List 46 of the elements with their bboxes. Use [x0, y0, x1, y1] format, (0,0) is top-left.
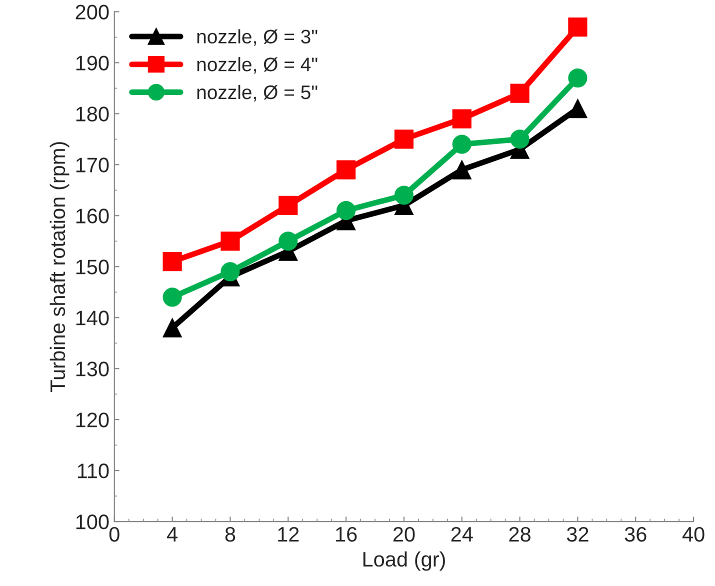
point	[568, 99, 588, 118]
x-tick-label: 8	[225, 526, 236, 542]
legend-label: nozzle, Ø = 5"	[197, 84, 318, 102]
point	[510, 130, 530, 149]
y-axis-title: Turbine shaft rotation (rpm)	[50, 142, 70, 392]
y-tick-label: 130	[76, 362, 109, 376]
point	[452, 160, 472, 180]
point	[278, 232, 298, 251]
point	[394, 186, 414, 205]
point	[568, 17, 588, 37]
point	[336, 201, 356, 220]
x-tick-label: 20	[393, 526, 415, 542]
y-tick-label: 180	[76, 106, 109, 122]
x-tick-label: 16	[336, 526, 357, 542]
y-tick-label: 110	[78, 464, 109, 478]
x-tick-label: 12	[278, 526, 299, 542]
y-tick-label: 170	[76, 158, 109, 172]
point	[452, 109, 472, 128]
point	[220, 262, 240, 282]
point	[452, 134, 472, 154]
x-tick-label: 4	[167, 527, 178, 542]
point	[162, 288, 182, 307]
y-tick-label: 160	[76, 208, 109, 224]
y-tick-label: 100	[76, 514, 109, 530]
x-tick-label: 36	[624, 526, 646, 542]
legend-label: nozzle, Ø = 3"	[197, 29, 318, 46]
point	[510, 84, 530, 103]
x-tick-label: 0	[109, 526, 120, 542]
x-tick-label: 40	[682, 526, 704, 542]
x-tick-label: 28	[509, 526, 530, 542]
y-tick-label: 120	[76, 412, 109, 428]
point	[336, 160, 356, 180]
y-tick-label: 140	[76, 310, 109, 326]
y-tick-label: 190	[76, 56, 109, 70]
point	[278, 196, 298, 215]
point	[220, 232, 240, 251]
x-axis-title: Load (gr)	[363, 551, 445, 571]
point	[162, 318, 182, 338]
y-tick-label: 150	[76, 260, 109, 274]
y-tick-label: 200	[76, 4, 109, 20]
x-tick-label: 32	[566, 526, 588, 542]
point	[568, 68, 588, 88]
x-tick-label: 24	[451, 526, 473, 542]
point	[162, 252, 182, 272]
point	[394, 130, 414, 149]
legend-label: nozzle, Ø = 4"	[197, 57, 318, 74]
